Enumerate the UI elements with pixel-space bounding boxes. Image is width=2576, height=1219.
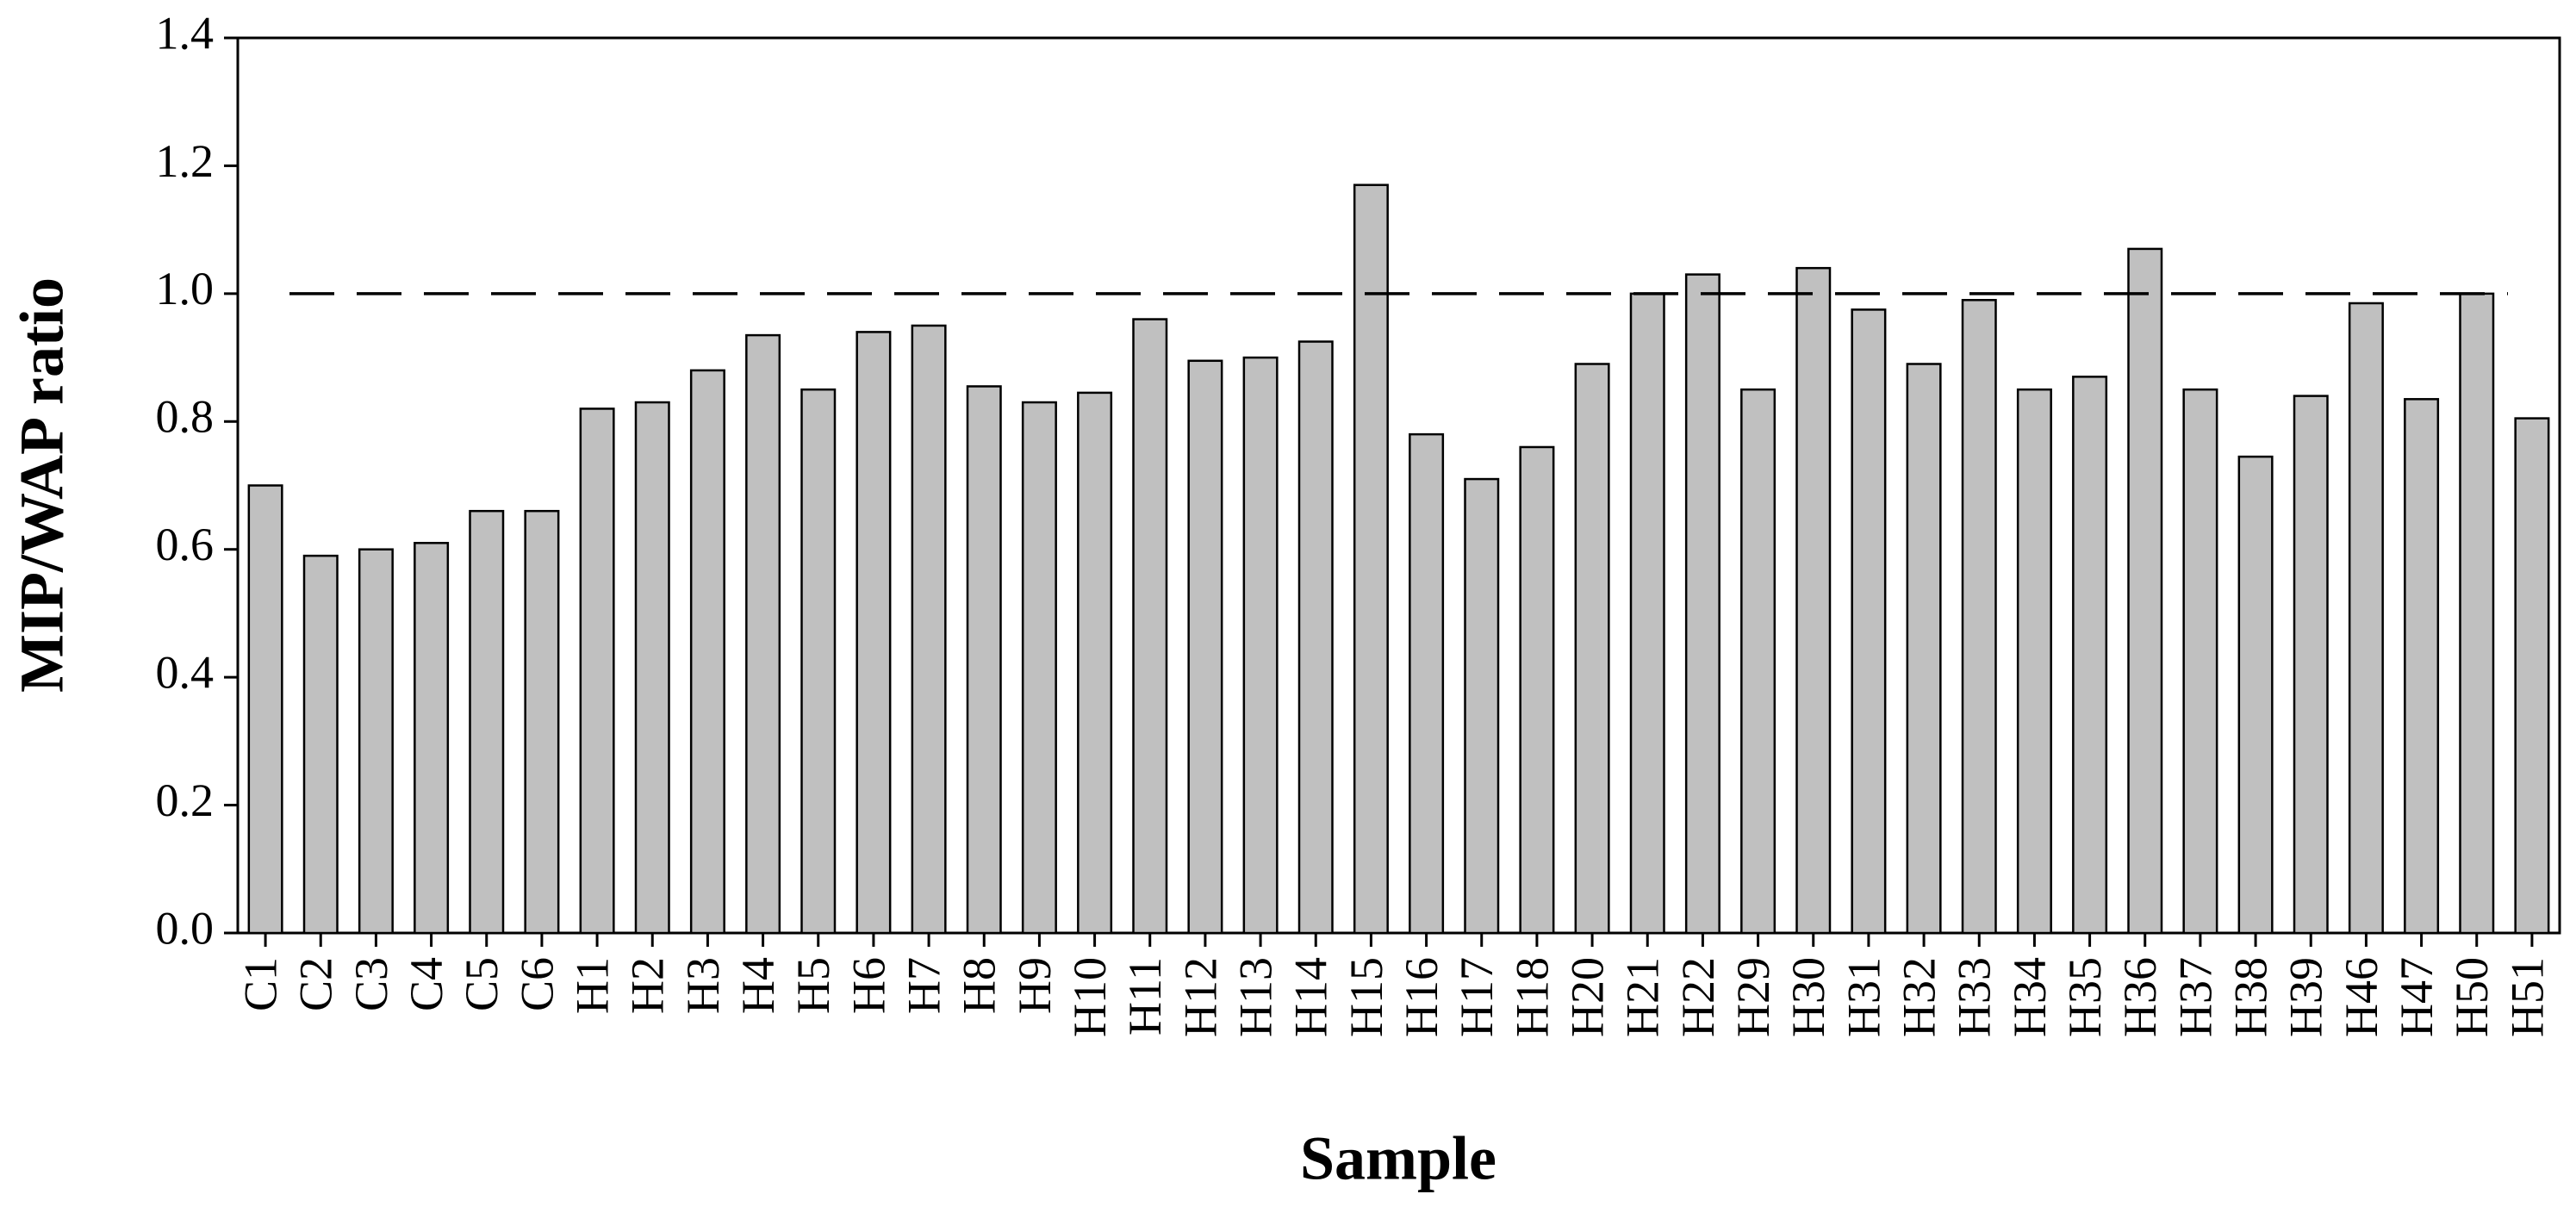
x-tick-label: H36 bbox=[2114, 957, 2166, 1037]
x-axis-label: Sample bbox=[1300, 1124, 1496, 1193]
x-tick-label: H21 bbox=[1617, 957, 1669, 1037]
bar bbox=[2072, 376, 2108, 935]
x-tick-label: H22 bbox=[1672, 957, 1724, 1037]
bar bbox=[302, 554, 339, 935]
x-tick-label: H51 bbox=[2501, 957, 2553, 1037]
bar bbox=[634, 401, 670, 935]
x-tick-label: H14 bbox=[1285, 957, 1337, 1037]
x-tick-label: H17 bbox=[1451, 957, 1503, 1037]
x-tick-label: H10 bbox=[1064, 957, 1116, 1037]
x-tick-label: H1 bbox=[566, 957, 618, 1014]
x-tick-label: H32 bbox=[1893, 957, 1944, 1037]
y-tick-label: 0.8 bbox=[156, 391, 215, 443]
x-tick-label: C3 bbox=[345, 957, 397, 1011]
bar bbox=[2348, 302, 2384, 935]
x-tick-label: H15 bbox=[1341, 957, 1392, 1037]
x-tick-label: H2 bbox=[622, 957, 674, 1014]
bar bbox=[1574, 363, 1610, 935]
bar bbox=[358, 548, 394, 935]
bar bbox=[524, 509, 560, 935]
x-tick-label: H4 bbox=[732, 957, 784, 1014]
bar bbox=[1464, 477, 1500, 935]
x-tick-label: H8 bbox=[954, 957, 1005, 1014]
x-tick-label: H35 bbox=[2059, 957, 2111, 1037]
bar bbox=[911, 324, 947, 935]
x-tick-label: H18 bbox=[1506, 957, 1558, 1037]
x-tick-label: H39 bbox=[2280, 957, 2332, 1037]
bar bbox=[1077, 391, 1113, 935]
bar bbox=[2237, 455, 2274, 935]
x-tick-label: C4 bbox=[401, 957, 452, 1011]
bar bbox=[1021, 401, 1057, 935]
bar bbox=[2514, 417, 2550, 935]
plot-frame bbox=[236, 36, 2561, 935]
bar bbox=[247, 484, 283, 935]
bar bbox=[2016, 388, 2052, 935]
bar bbox=[1961, 299, 1997, 935]
bar bbox=[2293, 395, 2329, 935]
x-tick-label: H33 bbox=[1949, 957, 2000, 1037]
bar bbox=[1519, 445, 1555, 935]
x-tick-label: H9 bbox=[1009, 957, 1061, 1014]
x-tick-label: H7 bbox=[898, 957, 949, 1014]
y-tick-label: 1.2 bbox=[156, 135, 215, 187]
x-tick-label: C5 bbox=[456, 957, 507, 1011]
bar bbox=[1740, 388, 1776, 935]
bar bbox=[579, 407, 615, 935]
x-tick-label: H3 bbox=[677, 957, 729, 1014]
bar bbox=[745, 333, 781, 935]
x-tick-label: H34 bbox=[2004, 957, 2056, 1037]
bar bbox=[1353, 183, 1389, 935]
y-tick-label: 1.0 bbox=[156, 263, 215, 314]
x-tick-label: H16 bbox=[1396, 957, 1447, 1037]
bar bbox=[800, 388, 837, 935]
x-tick-label: H11 bbox=[1119, 957, 1171, 1036]
bar bbox=[1906, 363, 1942, 935]
y-tick-label: 1.4 bbox=[156, 7, 215, 59]
bar bbox=[1851, 308, 1887, 935]
bar bbox=[1795, 266, 1832, 935]
bar bbox=[414, 542, 450, 935]
x-tick-label: C6 bbox=[511, 957, 563, 1011]
y-tick-label: 0.2 bbox=[156, 774, 215, 826]
x-tick-label: H38 bbox=[2224, 957, 2276, 1037]
y-tick-label: 0.4 bbox=[156, 647, 215, 699]
x-tick-label: H6 bbox=[843, 957, 894, 1014]
bar bbox=[2127, 247, 2163, 935]
bar bbox=[1684, 273, 1720, 935]
bar bbox=[1242, 356, 1279, 935]
x-tick-label: H13 bbox=[1229, 957, 1281, 1037]
x-tick-label: H37 bbox=[2169, 957, 2221, 1037]
bar bbox=[1187, 359, 1223, 935]
x-tick-label: H50 bbox=[2446, 957, 2498, 1037]
bar bbox=[1629, 292, 1665, 935]
bar bbox=[1132, 318, 1168, 935]
bar bbox=[689, 369, 725, 935]
x-tick-label: C2 bbox=[290, 957, 342, 1011]
bar bbox=[2404, 398, 2440, 935]
y-axis-label: MIP/WAP ratio bbox=[8, 277, 77, 693]
y-tick-label: 0.6 bbox=[156, 519, 215, 570]
x-tick-label: H29 bbox=[1727, 957, 1779, 1037]
x-tick-label: H31 bbox=[1838, 957, 1889, 1037]
x-tick-label: H46 bbox=[2336, 957, 2387, 1037]
bar bbox=[469, 509, 505, 935]
x-tick-label: H20 bbox=[1561, 957, 1613, 1037]
bar bbox=[2182, 388, 2218, 935]
y-tick-label: 0.0 bbox=[156, 902, 215, 954]
x-tick-label: H12 bbox=[1174, 957, 1226, 1037]
bar bbox=[966, 385, 1002, 935]
bar bbox=[856, 331, 892, 935]
x-tick-label: H47 bbox=[2391, 957, 2442, 1037]
bar bbox=[1297, 340, 1334, 935]
x-tick-label: H5 bbox=[787, 957, 839, 1014]
bar bbox=[1409, 432, 1445, 935]
x-tick-label: C1 bbox=[234, 957, 286, 1011]
x-tick-label: H30 bbox=[1783, 957, 1834, 1037]
bar bbox=[2459, 292, 2495, 935]
